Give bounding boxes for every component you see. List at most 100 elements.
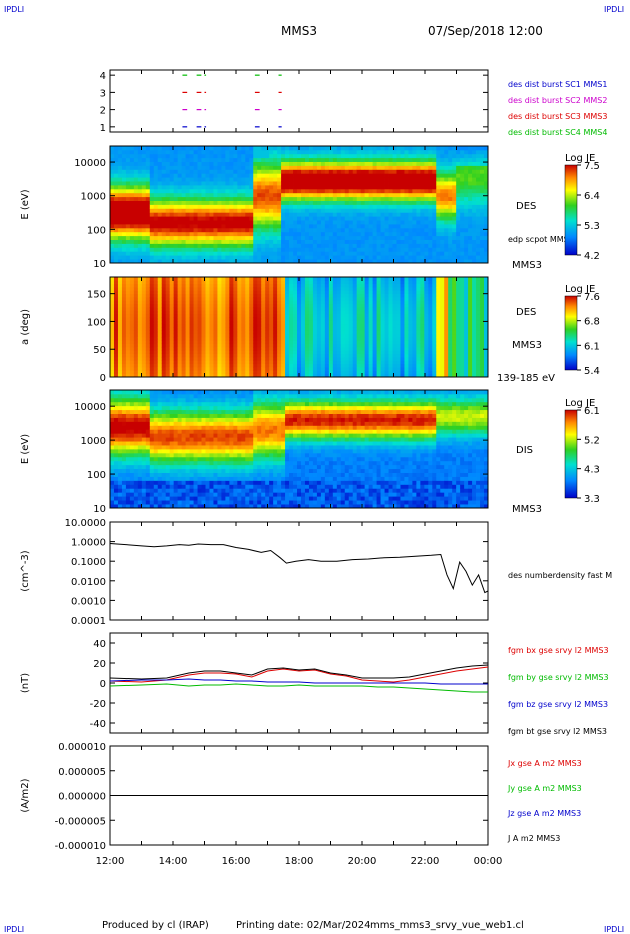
heatmap-cell [205, 255, 210, 260]
heatmap-cell [241, 231, 246, 237]
heatmap-cell [201, 367, 206, 371]
heatmap-cell [229, 303, 234, 308]
heatmap-cell [460, 247, 465, 252]
heatmap-cell [209, 350, 214, 355]
heatmap-cell [141, 212, 147, 217]
heatmap-cell [141, 290, 147, 295]
heatmap-cell [324, 224, 330, 229]
heatmap-cell [110, 373, 115, 378]
heatmap-cell [181, 307, 186, 311]
heatmap-cell [432, 196, 437, 201]
heatmap-cell [153, 293, 159, 298]
heatmap-cell [269, 239, 274, 244]
heatmap-cell [121, 255, 127, 260]
heatmap-cell [201, 300, 206, 305]
heatmap-cell [169, 157, 175, 162]
heatmap-cell [352, 235, 358, 240]
heatmap-cell [281, 303, 286, 308]
heatmap-cell [372, 243, 377, 248]
heatmap-cell [113, 251, 119, 256]
heatmap-cell [380, 212, 385, 217]
heatmap-cell [209, 337, 214, 341]
heatmap-cell [189, 320, 194, 325]
heatmap-cell [316, 177, 322, 182]
heatmap-cell [436, 208, 441, 213]
heatmap-cell [440, 181, 445, 186]
heatmap-cell [285, 220, 290, 225]
heatmap-cell [133, 185, 139, 190]
heatmap-cell [121, 181, 127, 186]
heatmap-cell [476, 224, 481, 229]
heatmap-cell [372, 220, 377, 225]
heatmap-cell [468, 224, 473, 229]
heatmap-cell [484, 255, 489, 260]
heatmap-cell [436, 165, 441, 170]
heatmap-cell [316, 290, 322, 295]
heatmap-cell [452, 243, 457, 248]
heatmap-cell [205, 259, 210, 264]
heatmap-cell [277, 317, 282, 321]
heatmap-cell [356, 340, 362, 345]
heatmap-cell [121, 357, 127, 361]
heatmap-cell [372, 357, 377, 361]
heatmap-cell [436, 239, 441, 244]
heatmap-cell [408, 255, 413, 260]
heatmap-cell [193, 161, 198, 166]
heatmap-cell [432, 192, 437, 198]
heatmap-cell [396, 208, 401, 213]
heatmap-cell [285, 200, 290, 205]
heatmap-cell [400, 220, 405, 225]
heatmap-cell [444, 251, 449, 256]
heatmap-cell [229, 204, 234, 209]
heatmap-cell [312, 277, 318, 281]
heatmap-cell [368, 200, 374, 205]
heatmap-cell [121, 363, 127, 368]
heatmap-cell [392, 243, 397, 248]
heatmap-cell [205, 208, 210, 213]
heatmap-cell [253, 320, 258, 325]
heatmap-cell [265, 337, 270, 341]
heatmap-cell [400, 208, 405, 213]
heatmap-cell [436, 146, 441, 151]
heatmap-cell [372, 185, 377, 190]
heatmap-cell [225, 243, 230, 248]
heatmap-cell [384, 224, 389, 229]
heatmap-cell [285, 353, 290, 358]
heatmap-cell [404, 251, 409, 256]
heatmap-cell [468, 149, 473, 155]
heatmap-cell [344, 360, 350, 365]
heatmap-cell [209, 357, 214, 361]
heatmap-cell [380, 169, 385, 174]
heatmap-cell [285, 177, 290, 182]
heatmap-cell [113, 333, 119, 338]
heatmap-cell [364, 247, 370, 252]
heatmap-cell [225, 283, 230, 288]
heatmap-cell [336, 196, 342, 201]
heatmap-cell [277, 300, 282, 305]
heatmap-cell [408, 247, 413, 252]
heatmap-cell [213, 373, 218, 378]
heatmap-cell [356, 149, 362, 155]
heatmap-cell [197, 192, 202, 198]
heatmap-cell [225, 370, 230, 375]
heatmap-cell [428, 169, 433, 174]
heatmap-cell [308, 200, 314, 205]
heatmap-cell [110, 165, 115, 170]
heatmap-cell [281, 181, 286, 186]
heatmap-cell [209, 290, 214, 295]
heatmap-cell [412, 157, 417, 162]
heatmap-cell [293, 208, 298, 213]
heatmap-cell [201, 204, 206, 209]
heatmap-cell [408, 231, 413, 237]
heatmap-cell [161, 220, 167, 225]
heatmap-cell [428, 157, 433, 162]
heatmap-cell [269, 165, 274, 170]
heatmap-cell [289, 157, 294, 162]
heatmap-cell [324, 192, 330, 198]
heatmap-cell [372, 224, 377, 229]
heatmap-cell [221, 169, 226, 174]
heatmap-cell [376, 208, 381, 213]
heatmap-cell [217, 173, 222, 178]
heatmap-cell [221, 185, 226, 190]
